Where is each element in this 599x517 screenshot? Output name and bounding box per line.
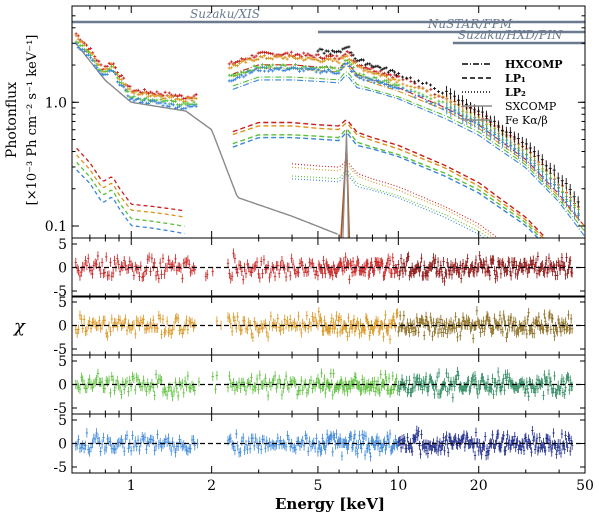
- x-axis: 1 2 5 10 20 50: [89, 6, 594, 494]
- legend-label-3: SXCOMP: [505, 100, 557, 113]
- x-tick-label: 1: [127, 478, 136, 494]
- lp1-line-blue: [232, 132, 539, 238]
- residual-tick-label: 0: [58, 319, 67, 335]
- soft-lp-line-green: [76, 161, 185, 228]
- residual-tick-label: 0: [58, 437, 67, 453]
- residual-tick-label: -5: [53, 284, 67, 300]
- fe-k-beta-line: [342, 129, 349, 238]
- instrument-label-2: Suzaku/HXD/PIN: [458, 28, 563, 42]
- data-points-black: [316, 45, 580, 208]
- soft-lp-line-blue: [76, 169, 185, 235]
- hxcomp-line-blue: [232, 75, 585, 236]
- lp2-line-orange: [291, 163, 495, 238]
- legend-label-1: LP₁: [505, 72, 526, 85]
- y-axis-label-line2: [×10⁻³ Ph cm⁻² s⁻¹ keV⁻¹]: [25, 35, 40, 206]
- residual-plot-area: [74, 425, 574, 462]
- legend-label-2: LP₂: [505, 86, 526, 99]
- lp2-line-blue: [291, 173, 486, 238]
- residual-tick-label: 5: [58, 237, 67, 253]
- hxcomp-line-orange: [232, 65, 585, 227]
- legend-label-4: Fe Kα/β: [505, 114, 548, 127]
- residual-panel-1: 5 0 -5: [53, 295, 586, 358]
- top-plot-area: [74, 32, 585, 238]
- data-points-blue: [74, 42, 580, 221]
- instrument-label-1: NuSTAR/FPM: [427, 17, 513, 31]
- x-tick-label: 50: [576, 478, 594, 494]
- lp1-line-green: [232, 129, 542, 238]
- residual-plot-area: [74, 248, 574, 286]
- lp1-line-red: [232, 119, 547, 238]
- chi-label: χ: [12, 316, 26, 337]
- lp1-line-orange: [232, 122, 545, 238]
- hxcomp-line-red: [232, 62, 585, 227]
- residual-panel-0: 5 0 -5: [53, 237, 586, 300]
- x-axis-label: Energy [keV]: [275, 495, 385, 513]
- residual-tick-label: -5: [53, 342, 67, 358]
- residual-panel-3: 5 0 -5: [53, 413, 586, 476]
- lp2-line-red: [291, 160, 499, 238]
- y-tick-label: 1.0: [45, 95, 67, 111]
- residual-tick-label: 0: [58, 378, 67, 394]
- residual-tick-label: -5: [53, 460, 67, 476]
- residual-plot-area: [74, 306, 574, 345]
- y-tick-label: 0.1: [45, 219, 67, 235]
- x-tick-label: 2: [207, 478, 216, 494]
- residual-tick-label: 0: [58, 261, 67, 277]
- x-tick-label: 20: [470, 478, 488, 494]
- residual-panels: 50-550-550-550-5: [53, 237, 586, 476]
- x-tick-label: 10: [389, 478, 407, 494]
- x-tick-label: 5: [313, 478, 322, 494]
- lp2-line-green: [291, 169, 490, 238]
- soft-lp-line-red: [76, 147, 185, 212]
- hxcomp-line-green: [232, 71, 585, 231]
- instrument-label-0: Suzaku/XIS: [190, 7, 260, 21]
- residual-tick-label: 5: [58, 354, 67, 370]
- residual-tick-label: 5: [58, 413, 67, 429]
- legend-label-0: HXCOMP: [505, 58, 563, 71]
- residual-tick-label: 5: [58, 295, 67, 311]
- sxcomp-line: [75, 42, 338, 235]
- residual-tick-label: -5: [53, 401, 67, 417]
- soft-lp-line-orange: [76, 154, 185, 218]
- y-axis-label-line1: Photonflux: [4, 82, 20, 158]
- residual-panel-2: 5 0 -5: [53, 354, 586, 417]
